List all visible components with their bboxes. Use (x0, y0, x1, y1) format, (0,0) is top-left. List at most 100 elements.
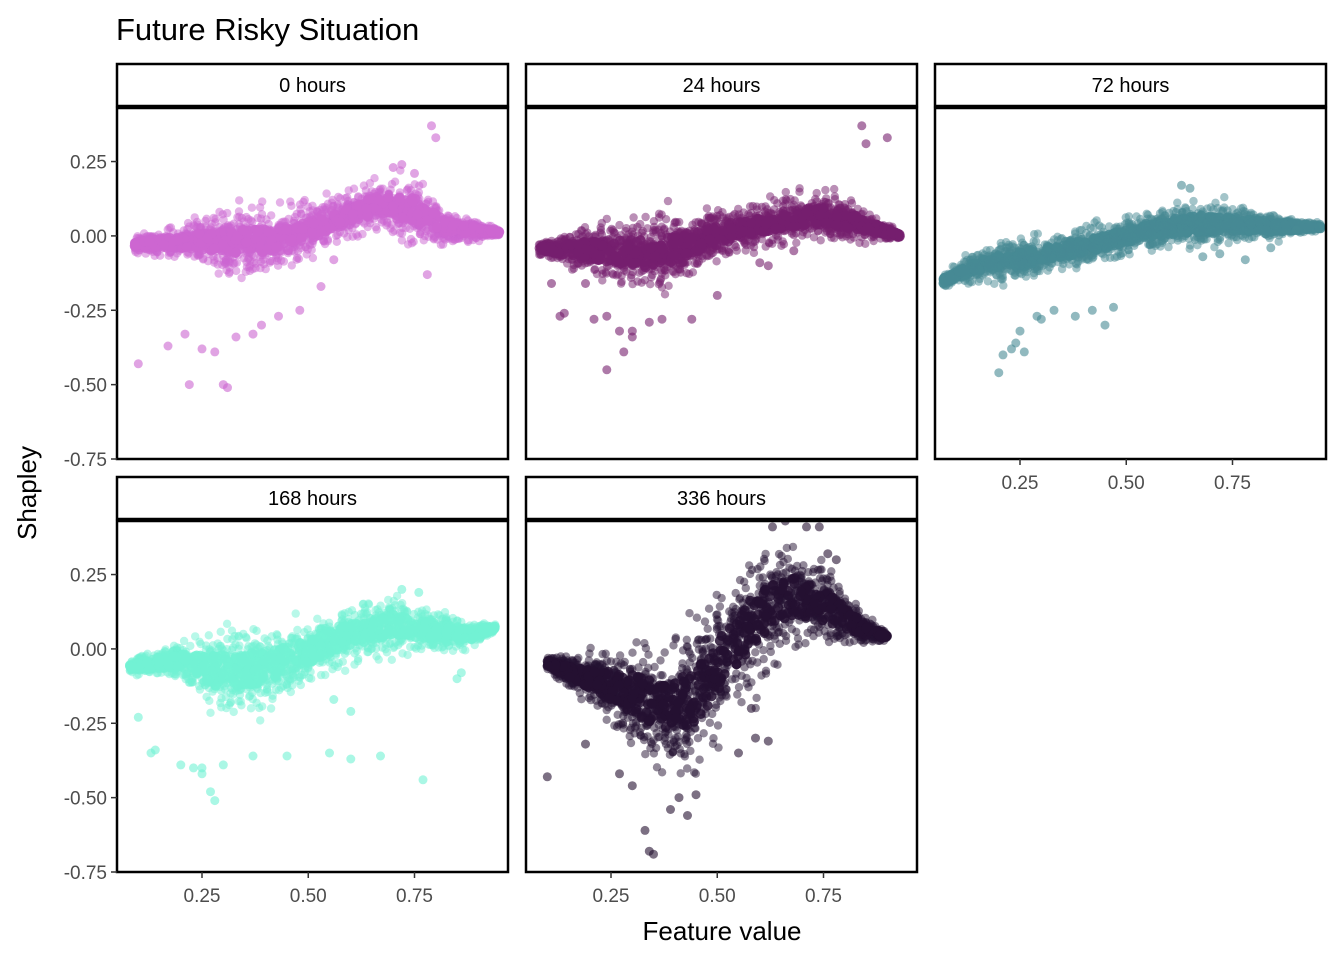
outlier-point (210, 347, 220, 357)
data-point (332, 237, 341, 246)
data-point (708, 212, 717, 221)
data-point (581, 244, 592, 255)
data-point (241, 267, 250, 276)
data-point (669, 250, 680, 261)
data-point (343, 233, 352, 242)
data-point (1092, 216, 1101, 225)
data-point (812, 188, 821, 198)
data-point (412, 209, 423, 220)
outlier-point (180, 329, 190, 339)
data-point (397, 229, 407, 238)
outlier-point (427, 121, 436, 131)
data-point (267, 256, 276, 266)
data-point (563, 259, 572, 268)
facet-strip (524, 62, 919, 108)
data-point (745, 227, 756, 238)
data-point (164, 251, 173, 260)
outlier-point (223, 383, 232, 393)
data-point (308, 253, 318, 263)
data-point (717, 225, 728, 236)
data-point (684, 235, 695, 246)
data-point (194, 228, 205, 239)
data-point (694, 257, 703, 266)
data-point (1105, 222, 1114, 231)
data-point (388, 201, 398, 212)
data-point (847, 199, 857, 208)
data-point (746, 218, 757, 228)
data-point (436, 240, 446, 249)
data-point (830, 195, 840, 204)
data-point (702, 204, 712, 213)
data-point (333, 201, 342, 210)
data-point (233, 213, 242, 222)
panel-border (524, 106, 919, 461)
data-point (1209, 205, 1218, 214)
data-point (1072, 264, 1081, 273)
data-point (803, 230, 812, 239)
data-point (1220, 193, 1229, 202)
data-point (672, 218, 681, 227)
data-point (830, 184, 839, 194)
data-point (781, 187, 790, 197)
data-point (1071, 227, 1080, 236)
data-point (749, 248, 759, 258)
data-point (232, 266, 241, 276)
data-point (390, 177, 400, 186)
data-point (886, 227, 897, 237)
data-point (560, 232, 569, 242)
data-point (852, 212, 862, 223)
data-point (811, 219, 822, 230)
data-point (649, 251, 660, 262)
data-point (862, 222, 873, 233)
outlier-point (581, 279, 590, 288)
data-point (835, 230, 844, 240)
data-point (656, 274, 666, 283)
points-layer (534, 121, 905, 375)
data-point (275, 198, 285, 207)
data-point (207, 219, 216, 229)
outlier-point (602, 365, 612, 375)
data-point (348, 209, 358, 220)
data-point (307, 227, 318, 238)
data-point (249, 252, 259, 261)
outlier-point (687, 314, 697, 324)
data-point (349, 184, 359, 193)
data-point (230, 248, 241, 259)
facet-strip-label: 0 hours (279, 75, 346, 97)
data-point (388, 227, 397, 237)
outlier-point (388, 163, 398, 172)
panel-24-hours: 24 hours (524, 62, 919, 461)
data-point (745, 202, 755, 211)
data-point (284, 214, 293, 224)
data-point (271, 242, 282, 253)
outlier-point (657, 314, 667, 324)
outlier-point (755, 258, 765, 268)
data-point (724, 247, 734, 257)
data-point (817, 203, 828, 213)
data-point (799, 220, 809, 231)
points-layer (129, 121, 505, 393)
outlier-point (615, 326, 624, 336)
data-point (703, 252, 712, 261)
outlier-point (248, 329, 258, 339)
data-point (144, 236, 155, 247)
data-point (363, 194, 374, 205)
data-point (657, 244, 668, 254)
data-point (297, 223, 308, 234)
data-point (247, 203, 257, 212)
outlier-point (257, 320, 266, 330)
data-point (341, 193, 350, 203)
facet-strip-label: 24 hours (683, 75, 761, 97)
outlier-point (619, 347, 629, 357)
data-point (371, 222, 381, 232)
data-point (378, 184, 388, 193)
facet-strip (115, 62, 510, 108)
data-point (1274, 237, 1283, 246)
data-point (239, 217, 248, 226)
data-point (712, 257, 721, 266)
data-point (130, 240, 141, 251)
data-point (201, 216, 210, 226)
data-point (255, 203, 265, 212)
outlier-point (644, 317, 654, 327)
